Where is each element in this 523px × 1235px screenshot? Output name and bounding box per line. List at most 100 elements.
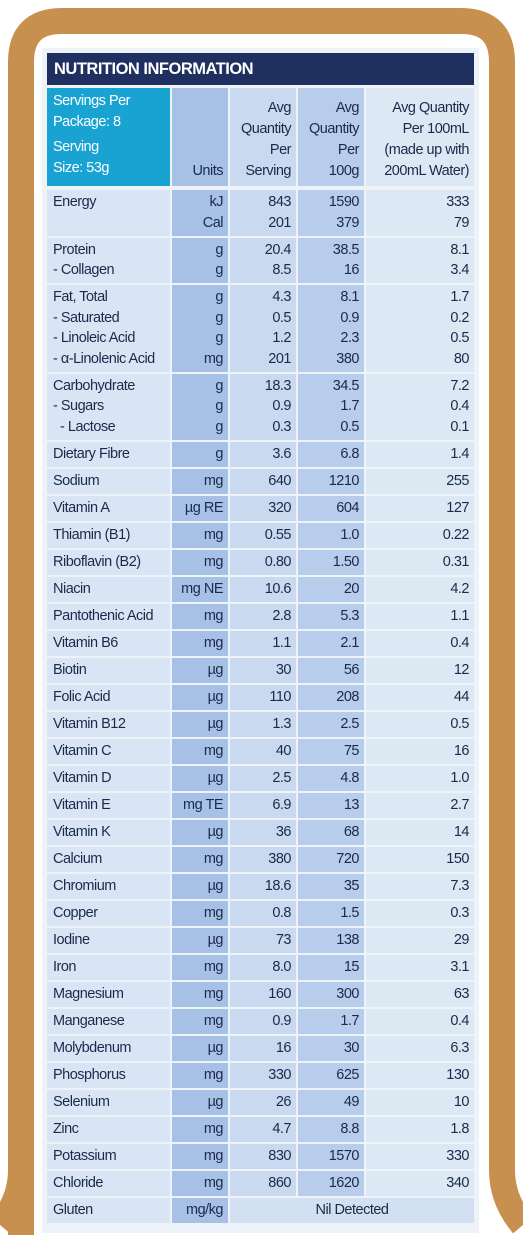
cell-text: Iron <box>53 958 77 975</box>
cell-text: µg <box>207 931 224 948</box>
row-cell: g g g mg <box>172 285 228 372</box>
cell-text: 0.80 <box>264 553 292 570</box>
cell-text: Molybdenum <box>53 1039 132 1056</box>
cell-text: 1.4 <box>450 445 469 462</box>
row-cell: Iodine <box>47 927 170 953</box>
cell-text: 1.5 <box>340 904 359 921</box>
cell-text: 0.3 <box>450 904 469 921</box>
cell-text: Magnesium <box>53 985 124 1002</box>
cell-text: g <box>215 445 223 462</box>
row-cell: Phosphorus <box>47 1062 170 1088</box>
cell-text: Fat, Total <box>53 289 108 306</box>
cell-text: mg <box>203 1120 224 1137</box>
cell-text: 8.0 <box>272 958 291 975</box>
row-cell: Zinc <box>47 1116 170 1142</box>
row-cell: 12 <box>366 657 474 683</box>
cell-text: Vitamin C <box>53 742 112 759</box>
cell-text: 5.3 <box>340 607 359 624</box>
row-cell: 0.3 <box>366 900 474 926</box>
row-cell: 333 79 <box>366 190 474 236</box>
cell-text: Sodium <box>53 472 100 489</box>
row-cell: 720 <box>298 846 364 872</box>
row-cell: g <box>172 441 228 467</box>
row-cell: Calcium <box>47 846 170 872</box>
row-cell: 29 <box>366 927 474 953</box>
row-cell: µg <box>172 873 228 899</box>
cell-text: 4.3 <box>272 289 291 306</box>
row-cell: 0.9 <box>230 1008 296 1034</box>
row-cell: 0.22 <box>366 522 474 548</box>
row-cell: 0.55 <box>230 522 296 548</box>
cell-text: 35 <box>343 877 360 894</box>
cell-text: 380 <box>336 350 359 367</box>
cell-text: 0.2 <box>450 309 469 326</box>
row-cell: µg <box>172 684 228 710</box>
row-cell: Chloride <box>47 1170 170 1196</box>
cell-text: 860 <box>268 1174 291 1191</box>
row-cell: 26 <box>230 1089 296 1115</box>
cell-text: 7.3 <box>450 877 469 894</box>
cell-text: 320 <box>268 499 291 516</box>
row-cell: Manganese <box>47 1008 170 1034</box>
row-cell: 18.6 <box>230 873 296 899</box>
cell-text: 0.22 <box>442 526 470 543</box>
row-cell: Pantothenic Acid <box>47 603 170 629</box>
cell-text: 127 <box>446 499 469 516</box>
cell-text: 830 <box>268 1147 291 1164</box>
row-cell: Dietary Fibre <box>47 441 170 467</box>
cell-text: Per <box>269 142 292 158</box>
cell-text: g <box>215 241 223 258</box>
cell-text: 13 <box>343 796 360 813</box>
row-cell: mg <box>172 630 228 656</box>
cell-text: g <box>215 309 223 326</box>
cell-text: 8.1 <box>340 289 359 306</box>
cell-text: 2.5 <box>272 769 291 786</box>
cell-text: 30 <box>343 1039 360 1056</box>
cell-text: µg <box>207 715 224 732</box>
cell-text: 4.2 <box>450 580 469 597</box>
row-cell: 640 <box>230 468 296 494</box>
row-cell: mg <box>172 900 228 926</box>
cell-text: µg <box>207 1039 224 1056</box>
cell-text: 1.1 <box>450 607 469 624</box>
cell-text: Copper <box>53 904 98 921</box>
cell-text: 68 <box>343 823 360 840</box>
row-cell: 0.4 <box>366 630 474 656</box>
row-cell: Vitamin B6 <box>47 630 170 656</box>
row-cell: 208 <box>298 684 364 710</box>
cell-text: 201 <box>268 214 291 231</box>
row-cell: Iron <box>47 954 170 980</box>
cell-text: µg <box>207 661 224 678</box>
cell-text: Niacin <box>53 580 91 597</box>
row-cell: 8.0 <box>230 954 296 980</box>
cell-text: mg <box>203 607 224 624</box>
cell-text: 0.9 <box>272 1012 291 1029</box>
row-cell: 30 <box>298 1035 364 1061</box>
cell-text: Pantothenic Acid <box>53 607 154 624</box>
cell-text: Vitamin D <box>53 769 112 786</box>
row-cell: 63 <box>366 981 474 1007</box>
cell-text: Chromium <box>53 877 116 894</box>
cell-text: 14 <box>453 823 470 840</box>
cell-text: 1.7 <box>340 1012 359 1029</box>
row-cell: 1.1 <box>366 603 474 629</box>
row-cell: 14 <box>366 819 474 845</box>
cell-text: g <box>215 377 223 394</box>
cell-text: 0.1 <box>450 418 469 435</box>
row-cell: 843 201 <box>230 190 296 236</box>
cell-text: kJ <box>209 194 224 211</box>
cell-text: Package: 8 <box>53 114 121 130</box>
cell-text: 1570 <box>328 1147 360 1164</box>
cell-text: 10 <box>453 1093 470 1110</box>
cell-text: mg <box>203 553 224 570</box>
row-cell: µg RE <box>172 495 228 521</box>
cell-text: 380 <box>268 850 291 867</box>
cell-text: 1.3 <box>272 715 291 732</box>
row-cell: 255 <box>366 468 474 494</box>
row-cell: 1.7 <box>298 1008 364 1034</box>
cell-text: Biotin <box>53 661 87 678</box>
cell-text: 6.3 <box>450 1039 469 1056</box>
cell-text: Vitamin B12 <box>53 715 126 732</box>
cell-text: - Sugars <box>53 398 104 415</box>
cell-text: 130 <box>446 1066 469 1083</box>
